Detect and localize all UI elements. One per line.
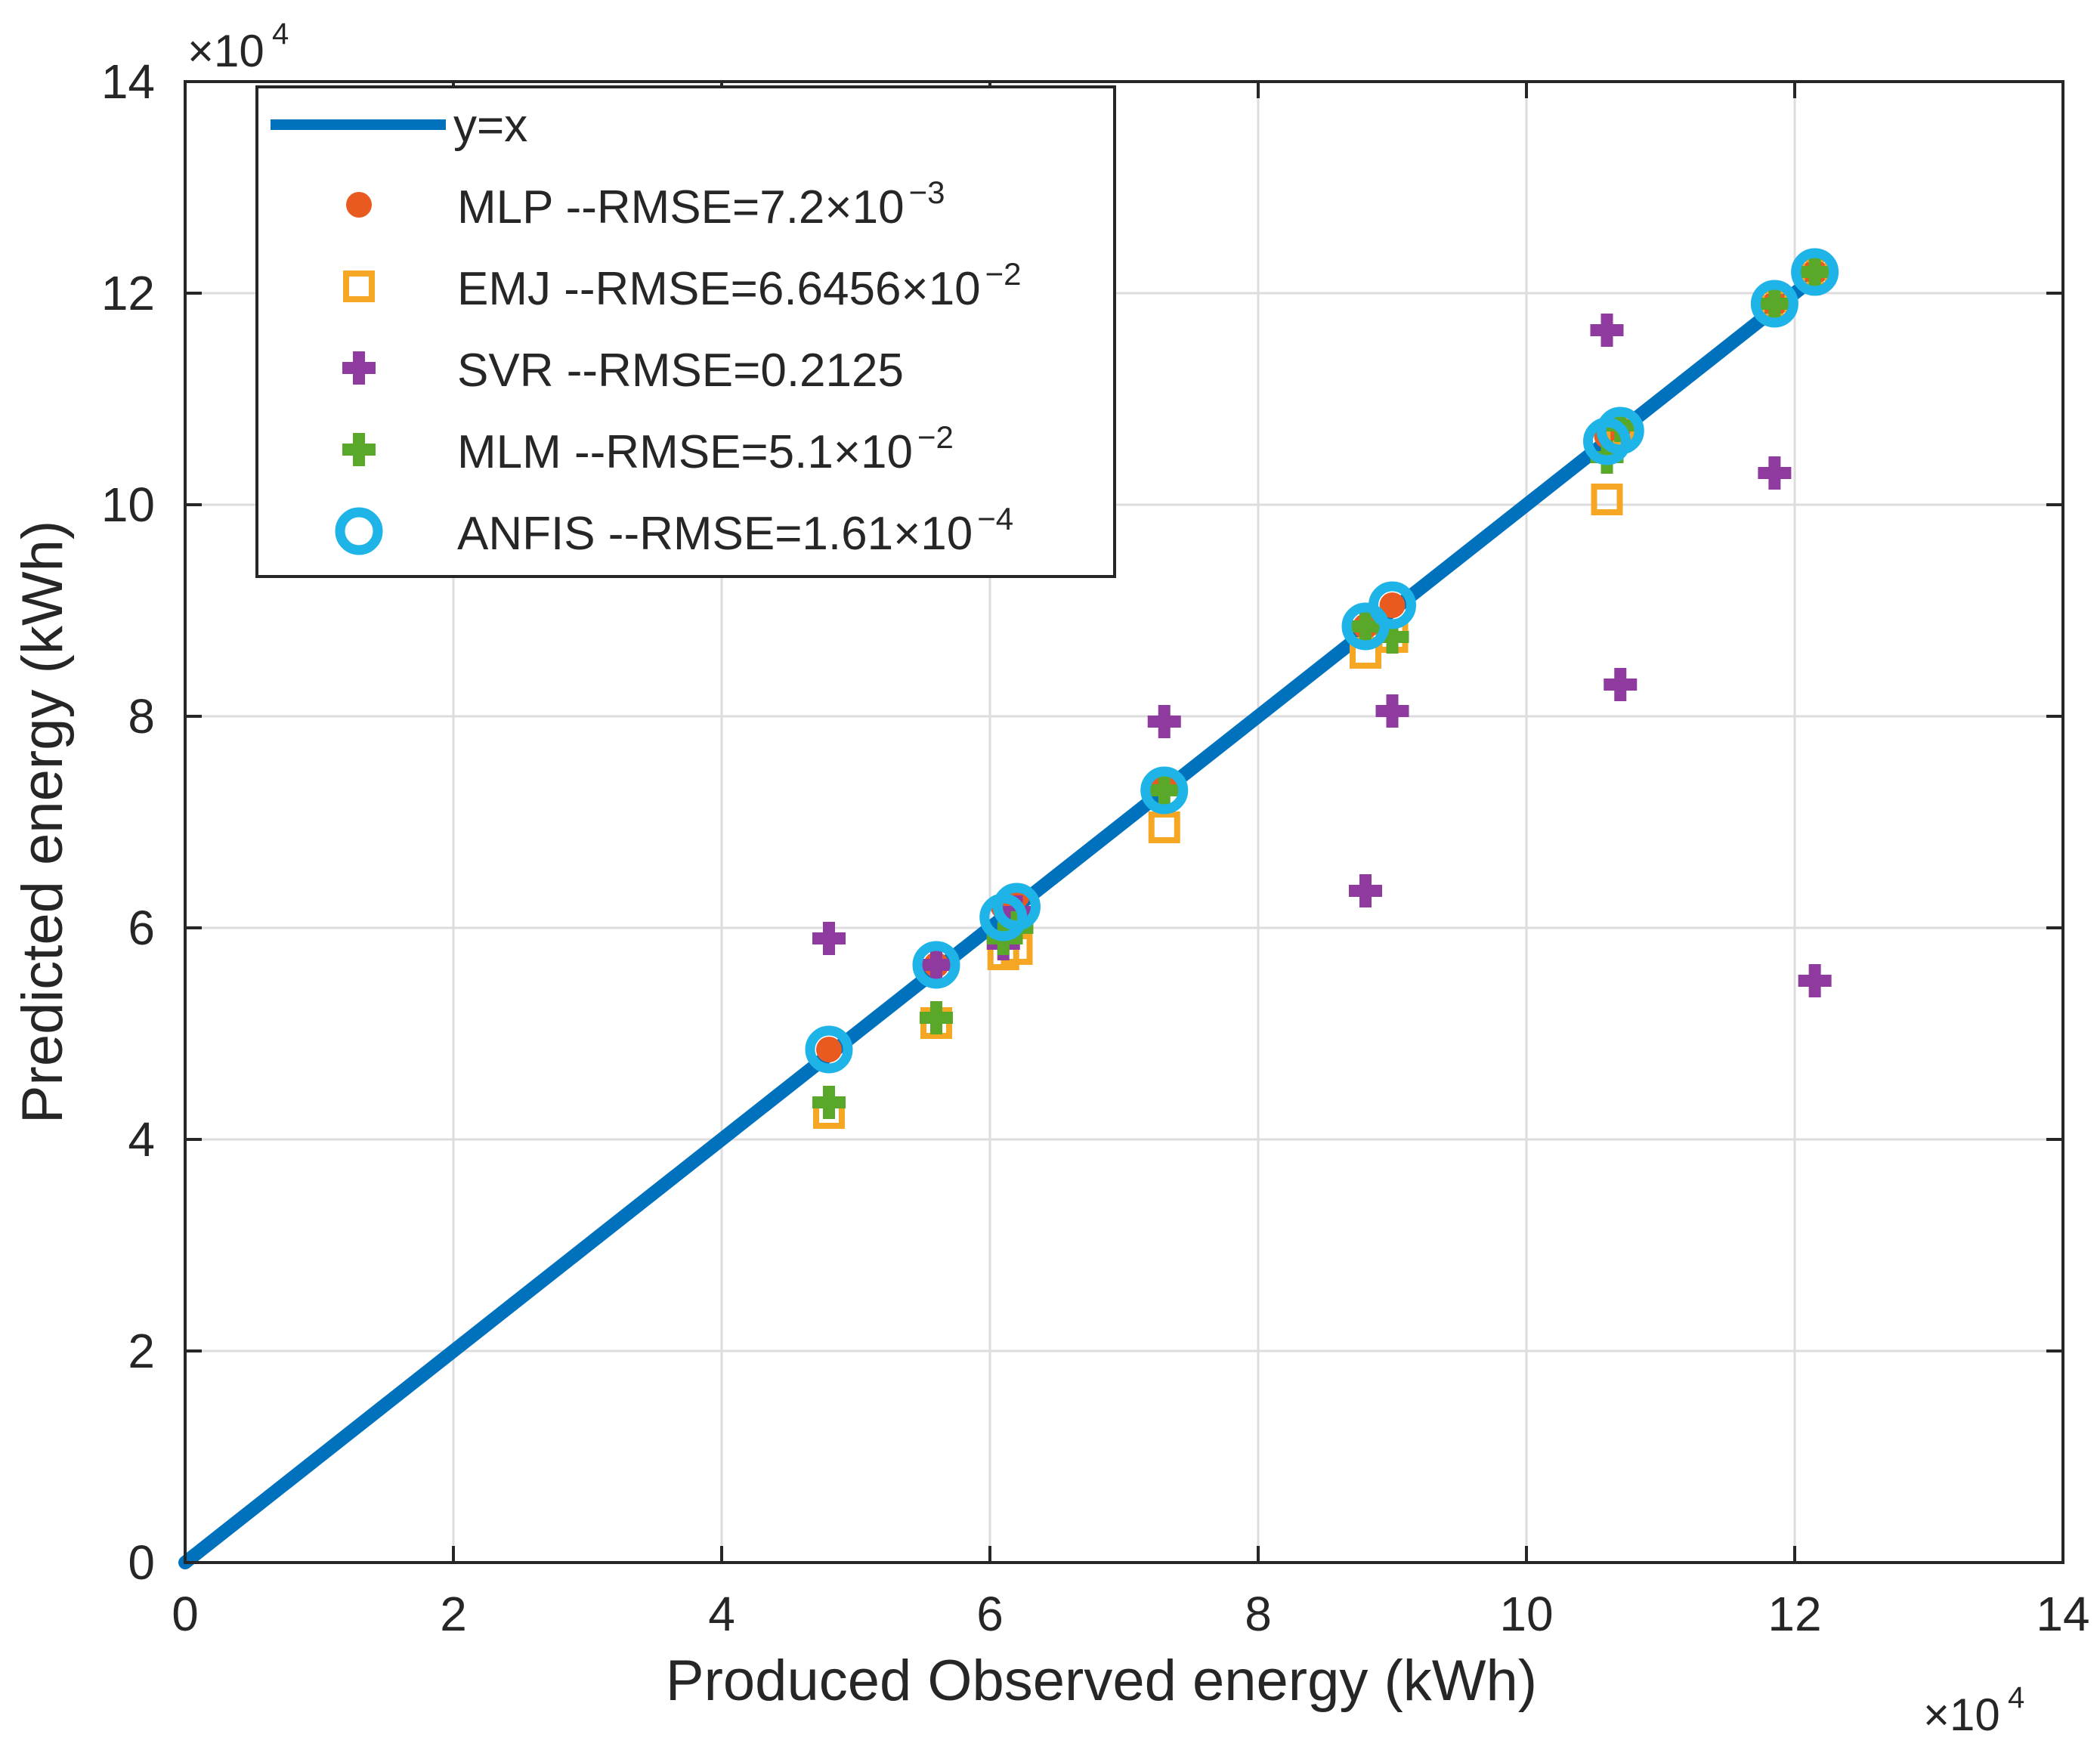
legend-label-mlp: MLP --RMSE=7.2×10 −3 xyxy=(457,175,945,233)
anfis-point xyxy=(1369,581,1416,629)
data-points xyxy=(805,248,1839,1129)
anfis-point xyxy=(993,883,1041,931)
svr-point xyxy=(1758,456,1792,490)
anfis-point xyxy=(1596,407,1644,455)
mlm-point xyxy=(1349,610,1382,643)
x-multiplier-exponent: 4 xyxy=(2008,1681,2024,1714)
svr-point xyxy=(812,922,846,955)
emj-point xyxy=(1148,811,1180,843)
legend-box xyxy=(255,85,1116,578)
legend-symbol-mlp xyxy=(346,192,372,218)
svr-point xyxy=(1349,874,1382,907)
legend-label-anfis: ANFIS --RMSE=1.61×10 −4 xyxy=(457,501,1013,560)
emj-point xyxy=(1591,484,1623,515)
legend: y=x MLP --RMSE=7.2×10 −3 EMJ --RMSE=6.6456×… xyxy=(255,85,1116,578)
anfis-point xyxy=(1140,766,1189,815)
legend-label-y=x: y=x xyxy=(453,100,527,152)
mlp-point xyxy=(816,1037,842,1062)
x-tick-label: 6 xyxy=(976,1587,1004,1641)
y-tick-label: 8 xyxy=(128,689,155,743)
x-tick-label: 10 xyxy=(1499,1587,1553,1641)
x-tick-label: 14 xyxy=(2036,1587,2089,1641)
x-multiplier-base: ×10 xyxy=(1923,1689,2000,1740)
mlm-point xyxy=(812,1086,846,1119)
legend-label-emj: EMJ --RMSE=6.6456×10 −2 xyxy=(457,256,1022,315)
mlm-point xyxy=(1147,774,1181,807)
svr-point xyxy=(1590,314,1624,347)
y-tick-label: 10 xyxy=(101,478,155,532)
anfis-point xyxy=(1750,280,1798,328)
y-tick-label: 4 xyxy=(128,1112,155,1167)
y-tick-label: 2 xyxy=(128,1324,155,1378)
svr-point xyxy=(1375,694,1409,728)
legend-label-svr: SVR --RMSE=0.2125 xyxy=(457,345,904,397)
svr-point xyxy=(920,948,953,982)
mlp-point xyxy=(1379,592,1406,618)
y-axis-multiplier: ×10 4 xyxy=(187,17,289,76)
tick-labels: 0 2 4 6 8 10 12 14 0 2 4 6 8 10 12 14 xyxy=(101,54,2090,1641)
mlm-point xyxy=(1758,287,1792,320)
anfis-point xyxy=(912,941,960,989)
svr-point xyxy=(1798,964,1832,997)
legend-symbol-emj xyxy=(343,270,375,302)
y-multiplier-exponent: 4 xyxy=(272,17,289,51)
x-tick-label: 8 xyxy=(1245,1587,1272,1641)
x-tick-label: 12 xyxy=(1768,1587,1821,1641)
x-axis-label: Produced Observed energy (kWh) xyxy=(666,1649,1537,1713)
anfis-point xyxy=(1791,248,1839,296)
legend-symbol-anfis xyxy=(335,507,383,555)
y-axis-label: Predicted energy (kWh) xyxy=(11,521,75,1124)
y-tick-label: 12 xyxy=(101,266,155,320)
plot-frame xyxy=(184,80,2064,1564)
y-multiplier-base: ×10 xyxy=(187,26,264,76)
x-tick-label: 4 xyxy=(708,1587,735,1641)
mlm-point xyxy=(1798,255,1832,289)
legend-symbol-mlm xyxy=(342,433,376,466)
y-tick-label: 0 xyxy=(128,1535,155,1590)
svr-point xyxy=(1604,668,1638,701)
y-tick-label: 14 xyxy=(101,54,155,109)
x-tick-label: 2 xyxy=(440,1587,467,1641)
anfis-point xyxy=(805,1025,853,1074)
mlm-point xyxy=(1375,620,1409,654)
series-anfis xyxy=(805,248,1839,1074)
svr-point xyxy=(1147,705,1181,738)
legend-label-mlm: MLM --RMSE=5.1×10 −2 xyxy=(457,419,954,478)
x-axis-multiplier: ×10 4 xyxy=(1923,1681,2024,1740)
x-tick-label: 0 xyxy=(172,1587,199,1641)
legend-symbol-svr xyxy=(342,351,376,385)
y-tick-label: 6 xyxy=(128,901,155,955)
mlm-point xyxy=(920,1001,953,1034)
